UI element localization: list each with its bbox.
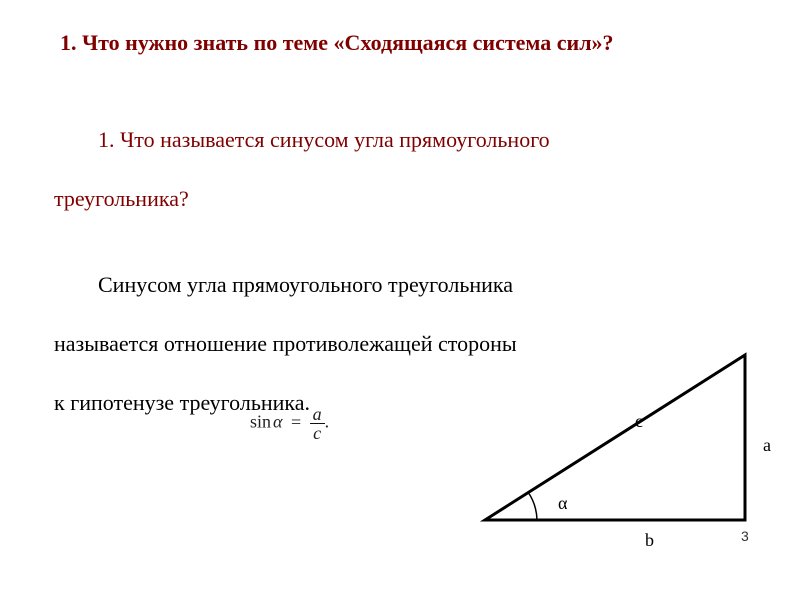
formula-fraction: a c <box>310 405 325 442</box>
triangle-diagram: c a b α <box>475 345 755 530</box>
label-a: a <box>763 435 771 456</box>
page-number: 3 <box>741 528 749 544</box>
formula-numerator: a <box>310 405 325 424</box>
formula: sinα = a c . <box>250 405 329 442</box>
answer-line1: Синусом угла прямоугольного треугольника <box>54 272 513 297</box>
answer-line2: называется отношение противолежащей стор… <box>54 331 517 356</box>
triangle-shape <box>485 355 745 520</box>
question-line2: треугольника? <box>54 186 189 211</box>
slide-title: 1. Что нужно знать по теме «Сходящаяся с… <box>60 30 614 56</box>
question-text: 1. Что называется синусом угла прямоугол… <box>32 95 550 243</box>
question-line1: 1. Что называется синусом угла прямоугол… <box>54 127 550 152</box>
formula-dot: . <box>325 412 330 432</box>
angle-arc <box>528 492 537 520</box>
label-alpha: α <box>558 493 567 514</box>
formula-sin: sin <box>250 412 271 432</box>
formula-alpha: α <box>273 412 282 432</box>
label-c: c <box>635 411 643 432</box>
slide: 1. Что нужно знать по теме «Сходящаяся с… <box>0 0 800 600</box>
triangle-svg <box>475 345 755 545</box>
label-b: b <box>645 530 654 551</box>
formula-eq: = <box>287 412 305 432</box>
formula-denominator: c <box>310 424 325 442</box>
